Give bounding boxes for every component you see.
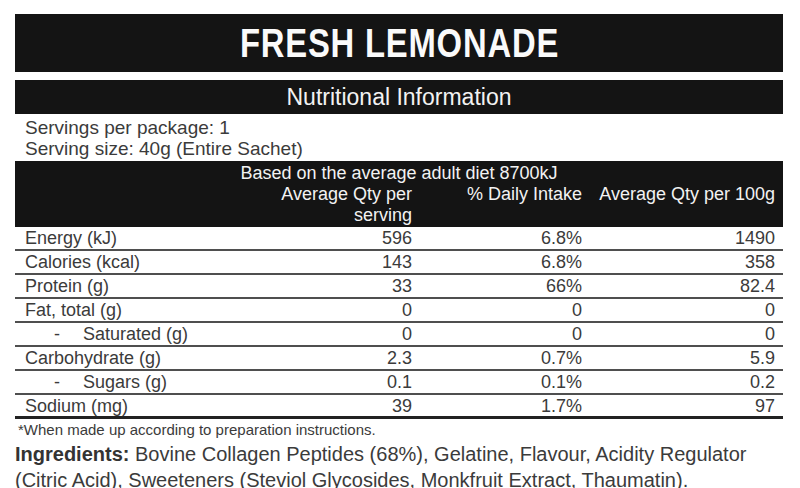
nutrient-label-cell: -Fat, total (g) [15, 299, 242, 321]
nutrient-label-cell: -Protein (g) [15, 275, 242, 297]
per-serving-value: 33 [242, 275, 412, 297]
table-row: -Energy (kJ) 596 6.8% 1490 [15, 227, 783, 251]
servings-block: Servings per package: 1 Serving size: 40… [15, 114, 783, 161]
nutrient-label-cell: -Energy (kJ) [15, 227, 242, 249]
daily-intake-value: 0.1% [412, 371, 582, 393]
sub-item-dash: - [54, 372, 60, 392]
per-100g-value: 0 [582, 299, 783, 321]
nutrient-label: Fat, total (g) [25, 300, 122, 320]
ingredients-label: Ingredients: [15, 443, 129, 465]
per-100g-value: 0 [582, 323, 783, 345]
table-row: -Sodium (mg) 39 1.7% 97 [15, 395, 783, 419]
per-serving-value: 0 [242, 323, 412, 345]
table-row: -Protein (g) 33 66% 82.4 [15, 275, 783, 299]
per-serving-value: 2.3 [242, 347, 412, 369]
daily-intake-value: 6.8% [412, 227, 582, 249]
col-header-per-100g: Average Qty per 100g [582, 184, 783, 226]
ingredients-paragraph: Ingredients: Bovine Collagen Peptides (6… [15, 441, 783, 488]
column-header-row: Average Qty per serving % Daily Intake A… [15, 184, 783, 226]
nutrient-label: Saturated (g) [83, 324, 188, 344]
per-serving-value: 39 [242, 395, 412, 417]
product-title: FRESH LEMONADE [239, 20, 558, 67]
table-row: -Carbohydrate (g) 2.3 0.7% 5.9 [15, 347, 783, 371]
per-serving-value: 0.1 [242, 371, 412, 393]
serving-size: Serving size: 40g (Entire Sachet) [25, 138, 783, 159]
sub-item-dash: - [54, 324, 60, 344]
daily-intake-value: 1.7% [412, 395, 582, 417]
nutrition-table: -Energy (kJ) 596 6.8% 1490 -Calories (kc… [15, 227, 783, 419]
daily-intake-value: 66% [412, 275, 582, 297]
per-100g-value: 5.9 [582, 347, 783, 369]
nutrient-label: Sugars (g) [83, 372, 167, 392]
table-row: -Fat, total (g) 0 0 0 [15, 299, 783, 323]
col-header-daily-intake: % Daily Intake [412, 184, 582, 226]
daily-intake-value: 0 [412, 323, 582, 345]
table-row: - Saturated (g) 0 0 0 [15, 323, 783, 347]
nutrient-label: Calories (kcal) [25, 252, 140, 272]
col-header-per-serving: Average Qty per serving [242, 184, 412, 226]
preparation-footnote: *When made up according to preparation i… [15, 421, 783, 438]
daily-intake-value: 6.8% [412, 251, 582, 273]
nutrition-label: FRESH LEMONADE Nutritional Information S… [15, 14, 783, 488]
table-row: - Sugars (g) 0.1 0.1% 0.2 [15, 371, 783, 395]
nutrient-label-cell: -Sodium (mg) [15, 395, 242, 417]
per-serving-value: 596 [242, 227, 412, 249]
nutrient-label-cell: - Saturated (g) [15, 323, 242, 345]
table-row: -Calories (kcal) 143 6.8% 358 [15, 251, 783, 275]
nutrient-label-cell: -Calories (kcal) [15, 251, 242, 273]
per-100g-value: 82.4 [582, 275, 783, 297]
per-100g-value: 358 [582, 251, 783, 273]
nutrient-label-cell: - Sugars (g) [15, 371, 242, 393]
nutrient-label: Energy (kJ) [25, 228, 117, 248]
nutrient-label-cell: -Carbohydrate (g) [15, 347, 242, 369]
nutrient-label: Carbohydrate (g) [25, 348, 161, 368]
nutrient-label: Sodium (mg) [25, 396, 128, 416]
table-header-block: Based on the average adult diet 8700kJ A… [15, 161, 783, 227]
per-100g-value: 1490 [582, 227, 783, 249]
per-100g-value: 97 [582, 395, 783, 417]
col-header-nutrient [15, 184, 242, 226]
per-serving-value: 143 [242, 251, 412, 273]
daily-intake-value: 0.7% [412, 347, 582, 369]
per-serving-value: 0 [242, 299, 412, 321]
servings-per-package: Servings per package: 1 [25, 117, 783, 138]
diet-basis: Based on the average adult diet 8700kJ [15, 163, 783, 184]
daily-intake-value: 0 [412, 299, 582, 321]
nutrition-heading: Nutritional Information [287, 84, 512, 111]
product-title-bar: FRESH LEMONADE [15, 14, 783, 72]
nutrient-label: Protein (g) [25, 276, 109, 296]
per-100g-value: 0.2 [582, 371, 783, 393]
nutrition-heading-bar: Nutritional Information [15, 80, 783, 114]
